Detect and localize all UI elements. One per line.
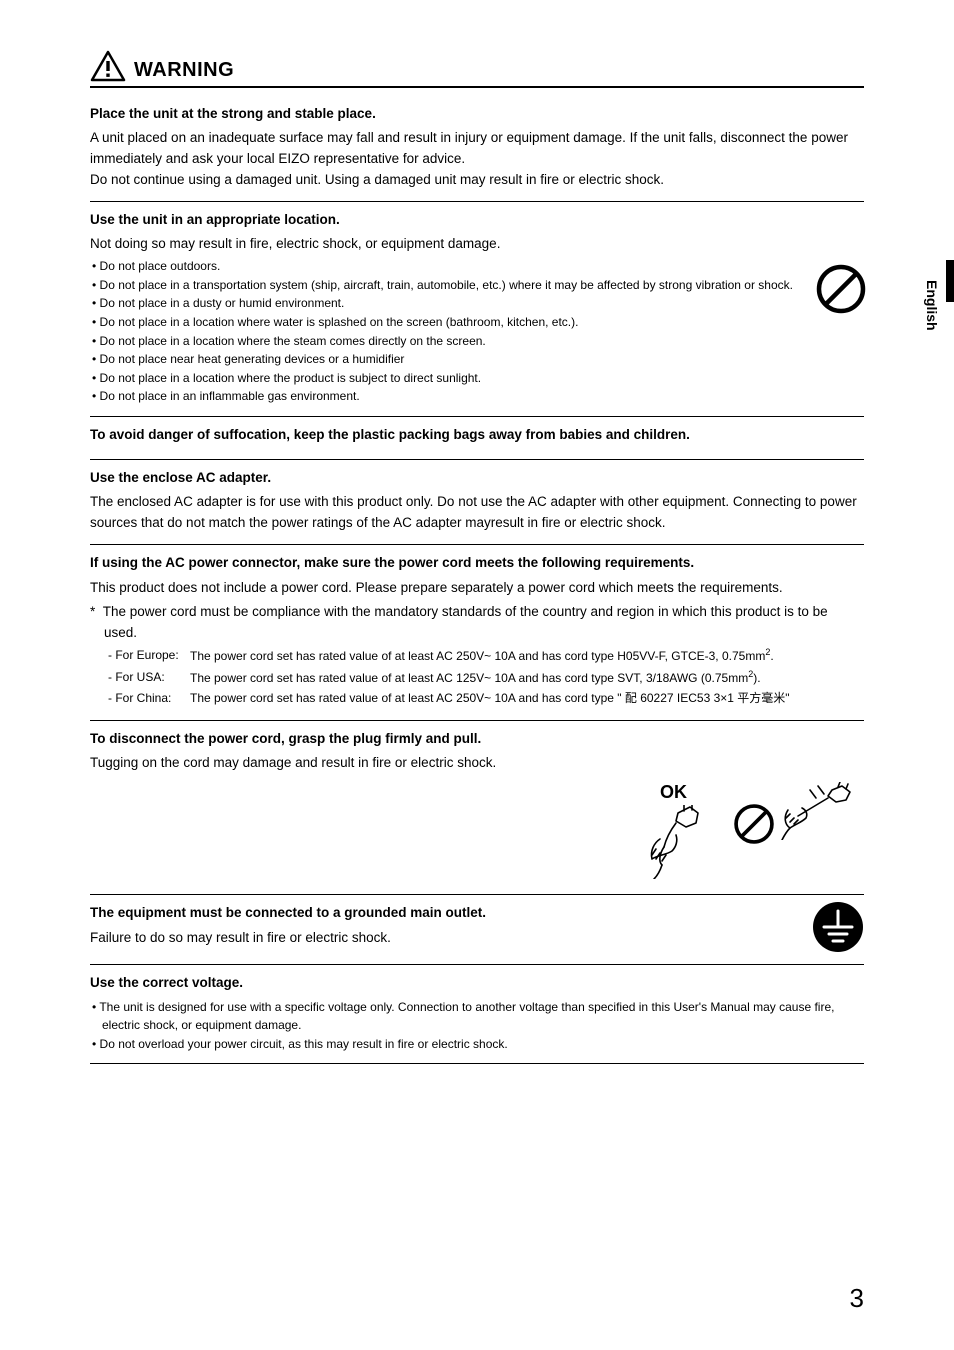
cord-label: - For China: — [108, 689, 190, 708]
cord-text: The power cord set has rated value of at… — [190, 689, 864, 708]
bullet-list: Do not place outdoors. Do not place in a… — [90, 257, 794, 406]
ground-icon — [812, 901, 864, 953]
cord-europe: - For Europe: The power cord set has rat… — [108, 646, 864, 666]
cord-text: The power cord set has rated value of at… — [190, 668, 864, 688]
heading: To disconnect the power cord, grasp the … — [90, 729, 864, 749]
cord-requirements: - For Europe: The power cord set has rat… — [90, 646, 864, 708]
list-item: Do not place in a location where water i… — [90, 313, 794, 332]
body-text: Tugging on the cord may damage and resul… — [90, 753, 864, 774]
heading: Use the unit in an appropriate location. — [90, 210, 794, 230]
plug-wrong — [732, 782, 858, 884]
plug-illustrations: OK — [90, 782, 864, 884]
warning-header: WARNING — [90, 50, 864, 88]
heading: Place the unit at the strong and stable … — [90, 104, 864, 124]
list-item: Do not overload your power circuit, as t… — [90, 1035, 864, 1054]
heading: To avoid danger of suffocation, keep the… — [90, 425, 864, 445]
heading: If using the AC power connector, make su… — [90, 553, 864, 573]
note-text: The power cord must be compliance with t… — [103, 604, 828, 640]
language-tab: English — [916, 260, 954, 390]
heading: Use the enclose AC adapter. — [90, 468, 864, 488]
section-suffocation: To avoid danger of suffocation, keep the… — [90, 417, 864, 460]
list-item: Do not place in a location where the ste… — [90, 332, 794, 351]
warning-triangle-icon — [90, 50, 126, 82]
plug-correct-icon — [640, 805, 708, 879]
list-item: Do not place outdoors. — [90, 257, 794, 276]
tab-bar — [946, 260, 954, 302]
page-number: 3 — [850, 1283, 864, 1314]
prohibit-icon — [732, 802, 776, 846]
tab-label: English — [924, 280, 940, 331]
body-text: The enclosed AC adapter is for use with … — [90, 492, 864, 534]
section-ac-adapter: Use the enclose AC adapter. The enclosed… — [90, 460, 864, 545]
section-disconnect-cord: To disconnect the power cord, grasp the … — [90, 721, 864, 895]
body-text: A unit placed on an inadequate surface m… — [90, 128, 864, 170]
section-power-cord: If using the AC power connector, make su… — [90, 545, 864, 721]
prohibit-icon — [814, 262, 868, 316]
cord-label: - For USA: — [108, 668, 190, 688]
plug-wrong-icon — [780, 782, 858, 840]
list-item: Do not place in a dusty or humid environ… — [90, 294, 794, 313]
list-item: Do not place near heat generating device… — [90, 350, 794, 369]
list-item: Do not place in a location where the pro… — [90, 369, 794, 388]
cord-label: - For Europe: — [108, 646, 190, 666]
list-item: Do not place in a transportation system … — [90, 276, 794, 295]
body-text: Failure to do so may result in fire or e… — [90, 928, 864, 949]
heading: Use the correct voltage. — [90, 973, 864, 993]
ok-label: OK — [640, 782, 708, 803]
section-grounded-outlet: The equipment must be connected to a gro… — [90, 895, 864, 965]
list-item: Do not place in an inflammable gas envir… — [90, 387, 794, 406]
section-correct-voltage: Use the correct voltage. The unit is des… — [90, 965, 864, 1064]
cord-usa: - For USA: The power cord set has rated … — [108, 668, 864, 688]
body-text: Do not continue using a damaged unit. Us… — [90, 170, 864, 191]
note: * The power cord must be compliance with… — [90, 602, 864, 644]
plug-ok: OK — [640, 782, 708, 884]
section-stable-place: Place the unit at the strong and stable … — [90, 96, 864, 202]
warning-title: WARNING — [134, 59, 234, 82]
body-text: This product does not include a power co… — [90, 578, 864, 599]
cord-text: The power cord set has rated value of at… — [190, 646, 864, 666]
bullet-list: The unit is designed for use with a spec… — [90, 998, 864, 1054]
body-text: Not doing so may result in fire, electri… — [90, 234, 794, 255]
list-item: The unit is designed for use with a spec… — [90, 998, 864, 1035]
cord-china: - For China: The power cord set has rate… — [108, 689, 864, 708]
heading: The equipment must be connected to a gro… — [90, 903, 864, 923]
section-appropriate-location: Use the unit in an appropriate location.… — [90, 202, 864, 417]
